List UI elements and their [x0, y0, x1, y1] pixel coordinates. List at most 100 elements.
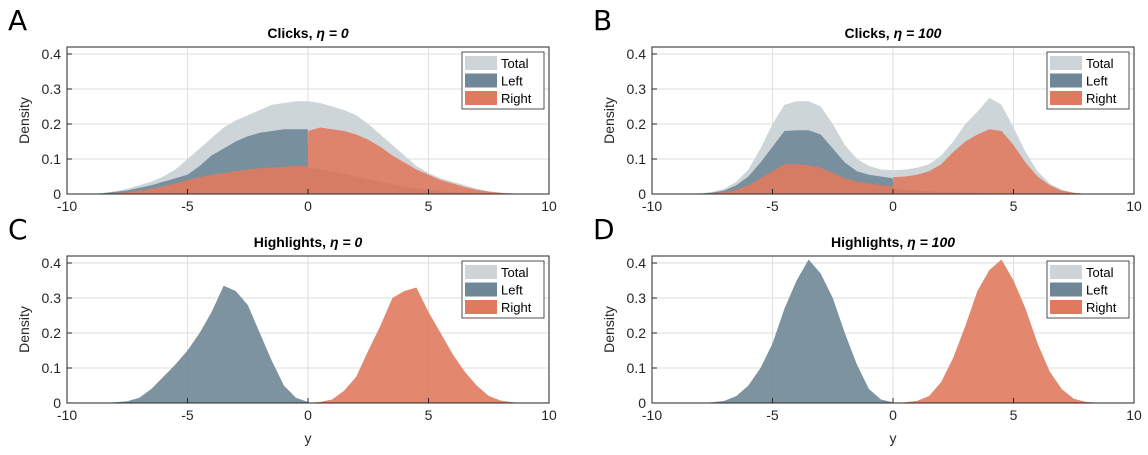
panel-title: Clicks, η = 0 [267, 25, 349, 41]
x-tick-label: 10 [541, 198, 557, 214]
panel-title: Clicks, η = 100 [845, 25, 942, 41]
legend-swatch-total [1050, 56, 1082, 70]
y-tick-label: 0.1 [42, 360, 62, 376]
area-right [652, 259, 1134, 403]
y-axis-label: Density [601, 97, 617, 144]
y-tick-label: 0 [638, 186, 646, 202]
x-tick-label: 5 [425, 407, 433, 423]
x-tick-label: 0 [889, 407, 897, 423]
legend: Total Left Right [1046, 51, 1130, 110]
legend-swatch-right [1050, 91, 1082, 105]
title-eta: η = 0 [316, 25, 349, 41]
x-tick-label: 5 [425, 198, 433, 214]
panel-letter: A [8, 4, 27, 37]
area-total [67, 101, 549, 194]
y-tick-label: 0.1 [627, 151, 647, 167]
y-tick-label: 0.4 [42, 255, 62, 271]
x-tick-label: 0 [304, 407, 312, 423]
legend-swatch-right [465, 91, 497, 105]
legend-swatch-total [1050, 265, 1082, 279]
x-tick-label: 5 [1010, 407, 1018, 423]
title-text: Clicks, [267, 25, 316, 41]
y-tick-label: 0.3 [627, 290, 647, 306]
legend-swatch-left [1050, 73, 1082, 88]
panel-c: C Highlights, η = 0 -10 -5 0 5 10 0 0.1 0.2 0.3 0.4… [8, 213, 557, 446]
legend: Total Left Right [461, 51, 545, 110]
y-tick-label: 0.2 [42, 325, 62, 341]
y-tick-label: 0 [53, 186, 61, 202]
x-tick-label: -10 [642, 407, 662, 423]
x-tick-label: 10 [1126, 407, 1142, 423]
y-tick-label: 0.4 [627, 46, 647, 62]
x-axis-label: y [890, 430, 897, 446]
y-tick-label: 0.3 [627, 81, 647, 97]
legend-swatch-right [1050, 300, 1082, 314]
y-tick-label: 0.2 [42, 116, 62, 132]
legend-label-left: Left [501, 283, 523, 298]
legend-label-total: Total [501, 265, 529, 280]
legend-label-right: Right [1086, 91, 1117, 106]
area-left [67, 285, 549, 403]
legend-label-left: Left [501, 74, 523, 89]
legend-label-right: Right [501, 300, 532, 315]
title-text: Clicks, [845, 25, 894, 41]
y-tick-label: 0 [53, 395, 61, 411]
legend-swatch-total [465, 265, 497, 279]
legend-swatch-left [465, 282, 497, 297]
title-eta: η = 100 [894, 25, 942, 41]
legend-swatch-right [465, 300, 497, 314]
x-tick-label: -5 [181, 198, 194, 214]
x-tick-label: 10 [541, 407, 557, 423]
x-tick-label: -10 [57, 407, 77, 423]
x-tick-label: -10 [642, 198, 662, 214]
area-left [652, 259, 1134, 403]
x-tick-label: -5 [766, 198, 779, 214]
panel-b: B Clicks, η = 100 -10 -5 0 5 10 0 0.1 0.2 0.3 0.4 De… [593, 4, 1142, 214]
legend: Total Left Right [461, 260, 545, 319]
legend-swatch-total [465, 56, 497, 70]
panel-letter: C [8, 213, 28, 246]
y-tick-label: 0 [638, 395, 646, 411]
panel-letter: B [593, 4, 612, 37]
area-right [67, 127, 549, 194]
title-eta: η = 100 [907, 234, 955, 250]
legend-swatch-left [1050, 282, 1082, 297]
panel-title: Highlights, η = 0 [254, 234, 363, 250]
legend-label-total: Total [1086, 265, 1114, 280]
x-tick-label: -5 [766, 407, 779, 423]
x-axis-label: y [305, 430, 312, 446]
y-tick-label: 0.1 [42, 151, 62, 167]
panel-title: Highlights, η = 100 [831, 234, 955, 250]
y-tick-label: 0.2 [627, 116, 647, 132]
legend-label-total: Total [501, 56, 529, 71]
panel-a: A Clicks, η = 0 -10 -5 0 5 10 0 0.1 0.2 0.3 0.4 Dens… [8, 4, 557, 214]
y-tick-label: 0.4 [627, 255, 647, 271]
x-tick-label: 0 [889, 198, 897, 214]
y-tick-label: 0.3 [42, 81, 62, 97]
area-right [652, 129, 1134, 194]
panel-letter: D [593, 213, 615, 246]
title-eta: η = 0 [330, 234, 363, 250]
y-axis-label: Density [16, 97, 32, 144]
title-text: Highlights, [254, 234, 330, 250]
x-tick-label: -5 [181, 407, 194, 423]
y-tick-label: 0.1 [627, 360, 647, 376]
x-tick-label: 5 [1010, 198, 1018, 214]
y-tick-label: 0.2 [627, 325, 647, 341]
legend-label-left: Left [1086, 283, 1108, 298]
y-axis-label: Density [16, 306, 32, 353]
legend-label-left: Left [1086, 74, 1108, 89]
y-tick-label: 0.4 [42, 46, 62, 62]
legend-label-total: Total [1086, 56, 1114, 71]
legend: Total Left Right [1046, 260, 1130, 319]
y-axis-label: Density [601, 306, 617, 353]
area-right [67, 287, 549, 403]
legend-label-right: Right [501, 91, 532, 106]
x-tick-label: -10 [57, 198, 77, 214]
panel-d: D Highlights, η = 100 -10 -5 0 5 10 0 0.1 0.2 0.3 0… [593, 213, 1142, 446]
legend-swatch-left [465, 73, 497, 88]
x-tick-label: 0 [304, 198, 312, 214]
legend-label-right: Right [1086, 300, 1117, 315]
title-text: Highlights, [831, 234, 907, 250]
